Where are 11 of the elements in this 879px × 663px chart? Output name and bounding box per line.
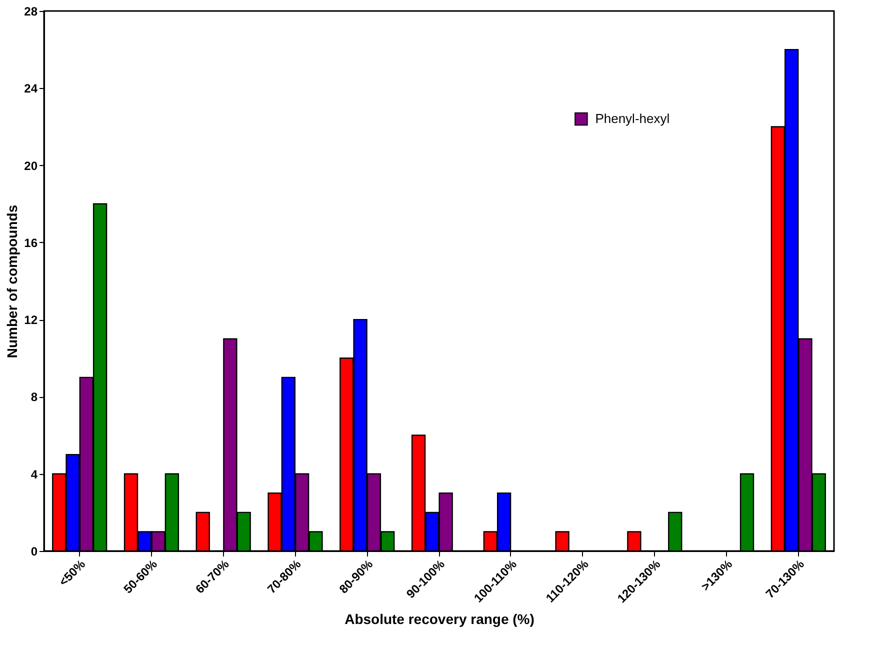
y-tick-label: 24 xyxy=(24,82,38,96)
y-axis-title: Number of compounds xyxy=(4,204,20,358)
y-tick-label: 12 xyxy=(24,313,38,328)
y-tick-label: 28 xyxy=(24,4,38,18)
x-axis-title: Absolute recovery range (%) xyxy=(344,610,534,627)
y-tick-label: 8 xyxy=(30,390,38,404)
y-tick-label: 20 xyxy=(24,158,38,173)
y-tick-label: 4 xyxy=(30,467,38,482)
y-tick-label: 16 xyxy=(24,236,38,250)
y-tick-label: 0 xyxy=(30,544,38,558)
legend-label: Phenyl-hexyl xyxy=(595,111,670,126)
